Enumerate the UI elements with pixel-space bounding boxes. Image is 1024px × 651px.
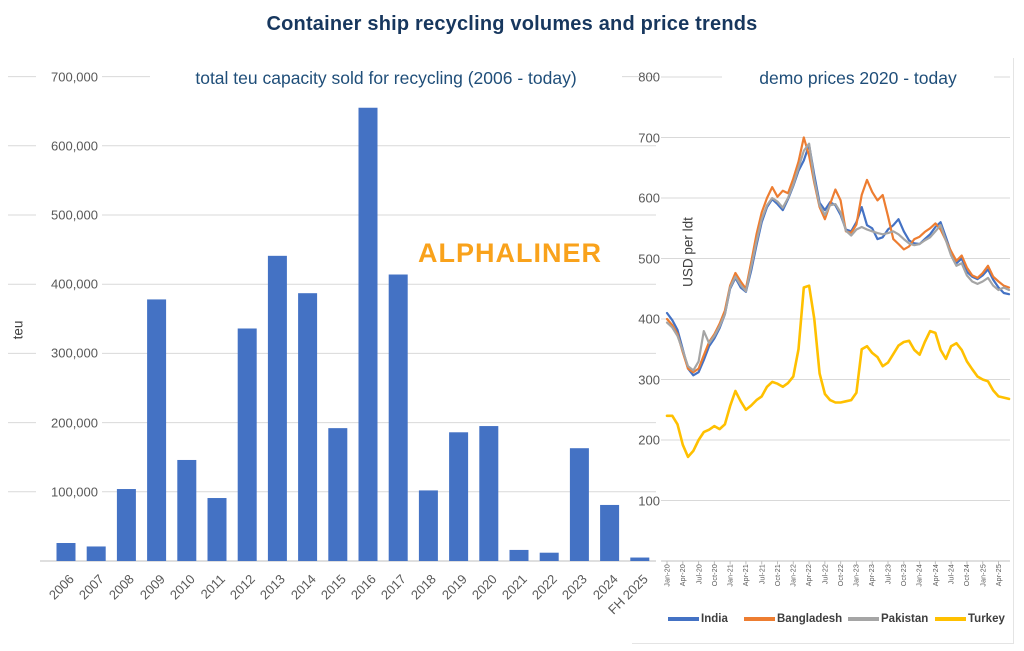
legend-label: Turkey xyxy=(968,613,1005,625)
bar-2021 xyxy=(509,549,529,561)
line-x-tick-label: Jan-22 xyxy=(790,564,798,587)
bar-2024 xyxy=(600,504,620,561)
page-title: Container ship recycling volumes and pri… xyxy=(266,13,758,35)
bar-y-tick-label: 400,000 xyxy=(36,276,102,292)
line-x-tick-label: Jan-24 xyxy=(917,564,925,587)
bar-2009 xyxy=(147,299,167,561)
legend-swatch-bangladesh xyxy=(744,617,775,621)
legend-label: Pakistan xyxy=(881,613,929,625)
line-x-tick-label: Oct-24 xyxy=(964,564,972,587)
line-x-tick-label: Oct-22 xyxy=(838,564,846,587)
line-y-tick-label: 600 xyxy=(638,190,660,206)
line-y-tick-label: 200 xyxy=(638,432,660,448)
line-x-tick-label: Jul-23 xyxy=(885,564,893,585)
line-x-tick-label: Oct-23 xyxy=(901,564,909,587)
line-x-tick-label: Apr-21 xyxy=(743,564,751,587)
bar-2020 xyxy=(479,426,499,561)
series-line-turkey xyxy=(665,284,1011,459)
bar-2022 xyxy=(539,552,559,561)
legend-swatch-turkey xyxy=(935,617,966,621)
legend-item-turkey: Turkey xyxy=(935,611,1005,627)
bar-2015 xyxy=(328,428,348,561)
series-line-bangladesh xyxy=(665,136,1011,374)
line-chart-title: demo prices 2020 - today xyxy=(722,66,994,90)
bar-2010 xyxy=(177,459,197,561)
bar-y-tick-label: 100,000 xyxy=(36,484,102,500)
bar-y-tick-label: 200,000 xyxy=(36,415,102,431)
bar-2006 xyxy=(56,543,76,561)
legend-swatch-pakistan xyxy=(848,617,879,621)
line-y-tick-label: 700 xyxy=(638,130,660,145)
line-x-tick-label: Jul-24 xyxy=(948,564,956,585)
line-x-tick-label: Apr-23 xyxy=(869,564,877,587)
bar-2008 xyxy=(116,489,136,561)
legend-item-bangladesh: Bangladesh xyxy=(744,611,842,627)
bar-chart-title: total teu capacity sold for recycling (2… xyxy=(150,66,622,90)
bar-2016 xyxy=(358,107,378,562)
legend-item-india: India xyxy=(668,611,728,627)
bar-2018 xyxy=(418,490,438,561)
bar-2012 xyxy=(237,328,257,561)
line-y-tick-label: 400 xyxy=(638,311,660,327)
line-x-tick-label: Oct-20 xyxy=(711,564,719,587)
series-line-pakistan xyxy=(665,142,1011,372)
bar-2014 xyxy=(298,293,318,561)
bar-y-tick-label: 700,000 xyxy=(36,69,102,85)
line-y-tick-label: 100 xyxy=(638,493,660,508)
legend-swatch-india xyxy=(668,617,699,621)
line-x-tick-label: Jul-21 xyxy=(759,564,767,585)
bar-FH 2025 xyxy=(630,557,650,561)
bar-2019 xyxy=(449,432,469,561)
bar-2011 xyxy=(207,498,227,561)
bar-2007 xyxy=(86,546,106,561)
bar-2013 xyxy=(267,255,287,561)
legend-item-pakistan: Pakistan xyxy=(848,611,928,627)
alphaliner-watermark: ALPHALINER xyxy=(418,238,602,268)
line-x-tick-label: Jan-23 xyxy=(853,564,861,587)
bar-y-tick-label: 600,000 xyxy=(36,138,102,154)
bar-2023 xyxy=(569,448,589,561)
line-x-tick-label: Apr-24 xyxy=(932,564,940,587)
legend-label: India xyxy=(701,613,728,625)
line-y-tick-label: 800 xyxy=(638,69,660,85)
line-x-tick-label: Oct-21 xyxy=(775,564,782,587)
legend-label: Bangladesh xyxy=(777,613,843,625)
line-x-tick-label: Jul-22 xyxy=(822,564,830,585)
line-x-tick-label: Apr-25 xyxy=(996,564,1003,587)
line-x-tick-label: Apr-20 xyxy=(680,564,688,587)
line-y-tick-label: 300 xyxy=(638,372,660,387)
line-x-tick-label: Apr-22 xyxy=(806,564,814,587)
line-y-tick-label: 500 xyxy=(638,251,660,266)
line-x-tick-label: Jan-25 xyxy=(980,564,988,587)
line-x-tick-label: Jul-20 xyxy=(696,564,704,585)
line-chart-y-axis-title: USD per ldt xyxy=(680,217,696,287)
bar-chart-y-axis-title: teu xyxy=(10,320,26,340)
bar-y-tick-label: 300,000 xyxy=(36,345,102,361)
bar-2017 xyxy=(388,274,408,561)
bar-y-tick-label: 500,000 xyxy=(36,207,102,223)
line-x-tick-label: Jan-20 xyxy=(664,564,672,587)
line-x-tick-label: Jan-21 xyxy=(727,564,735,587)
